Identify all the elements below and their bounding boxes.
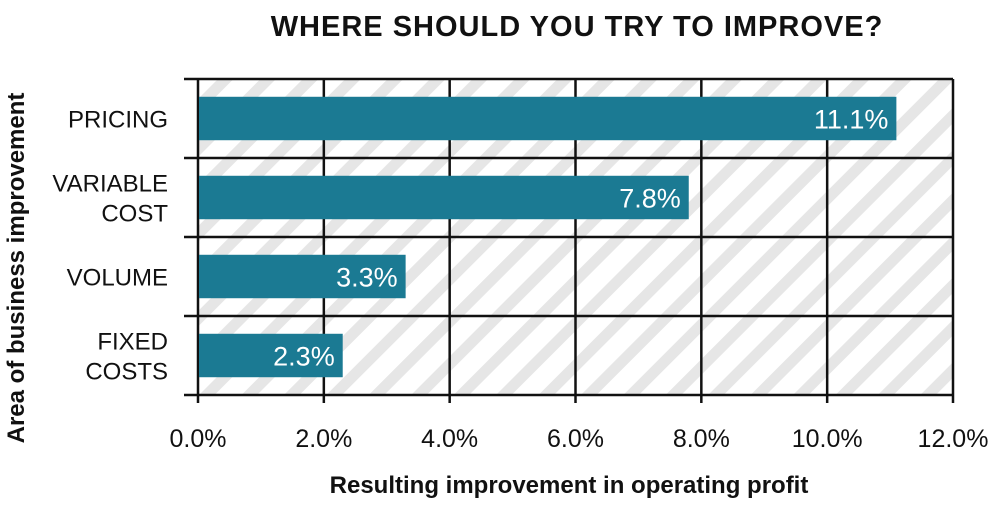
bar-1 <box>199 175 689 220</box>
x-tick-label-6: 12.0% <box>918 425 989 453</box>
y-axis-title: Area of business improvement <box>3 93 30 444</box>
data-label-2: 3.3% <box>336 263 398 293</box>
x-tick-label-5: 10.0% <box>792 425 863 453</box>
x-tick-label-4: 8.0% <box>673 425 730 453</box>
x-tick-label-2: 4.0% <box>421 425 478 453</box>
category-labels: PRICING VARIABLE COST VOLUME FIXED COSTS <box>52 107 168 386</box>
data-label-0: 11.1% <box>814 105 889 135</box>
chart-title: WHERE SHOULD YOU TRY TO IMPROVE? <box>271 11 884 43</box>
bar-2 <box>199 254 406 299</box>
data-label-3: 2.3% <box>273 342 335 372</box>
category-label-0-line-0: PRICING <box>68 107 168 134</box>
category-label-1-line-1: COST <box>101 201 168 228</box>
x-tick-labels: 0.0% 2.0% 4.0% 6.0% 8.0% 10.0% 12.0% <box>170 425 989 453</box>
category-label-3-line-1: COSTS <box>85 359 168 386</box>
bars: 11.1% 7.8% 3.3% 2.3% <box>199 96 897 378</box>
x-tick-label-3: 6.0% <box>547 425 604 453</box>
x-axis-title: Resulting improvement in operating profi… <box>330 472 809 499</box>
data-label-1: 7.8% <box>619 184 681 214</box>
category-label-2-line-0: VOLUME <box>67 265 168 292</box>
category-label-3-line-0: FIXED <box>97 329 168 356</box>
category-label-1-line-0: VARIABLE <box>52 171 168 198</box>
bar-3 <box>199 333 343 378</box>
x-tick-label-1: 2.0% <box>295 425 352 453</box>
x-tick-label-0: 0.0% <box>170 425 227 453</box>
bar-0 <box>199 96 897 141</box>
